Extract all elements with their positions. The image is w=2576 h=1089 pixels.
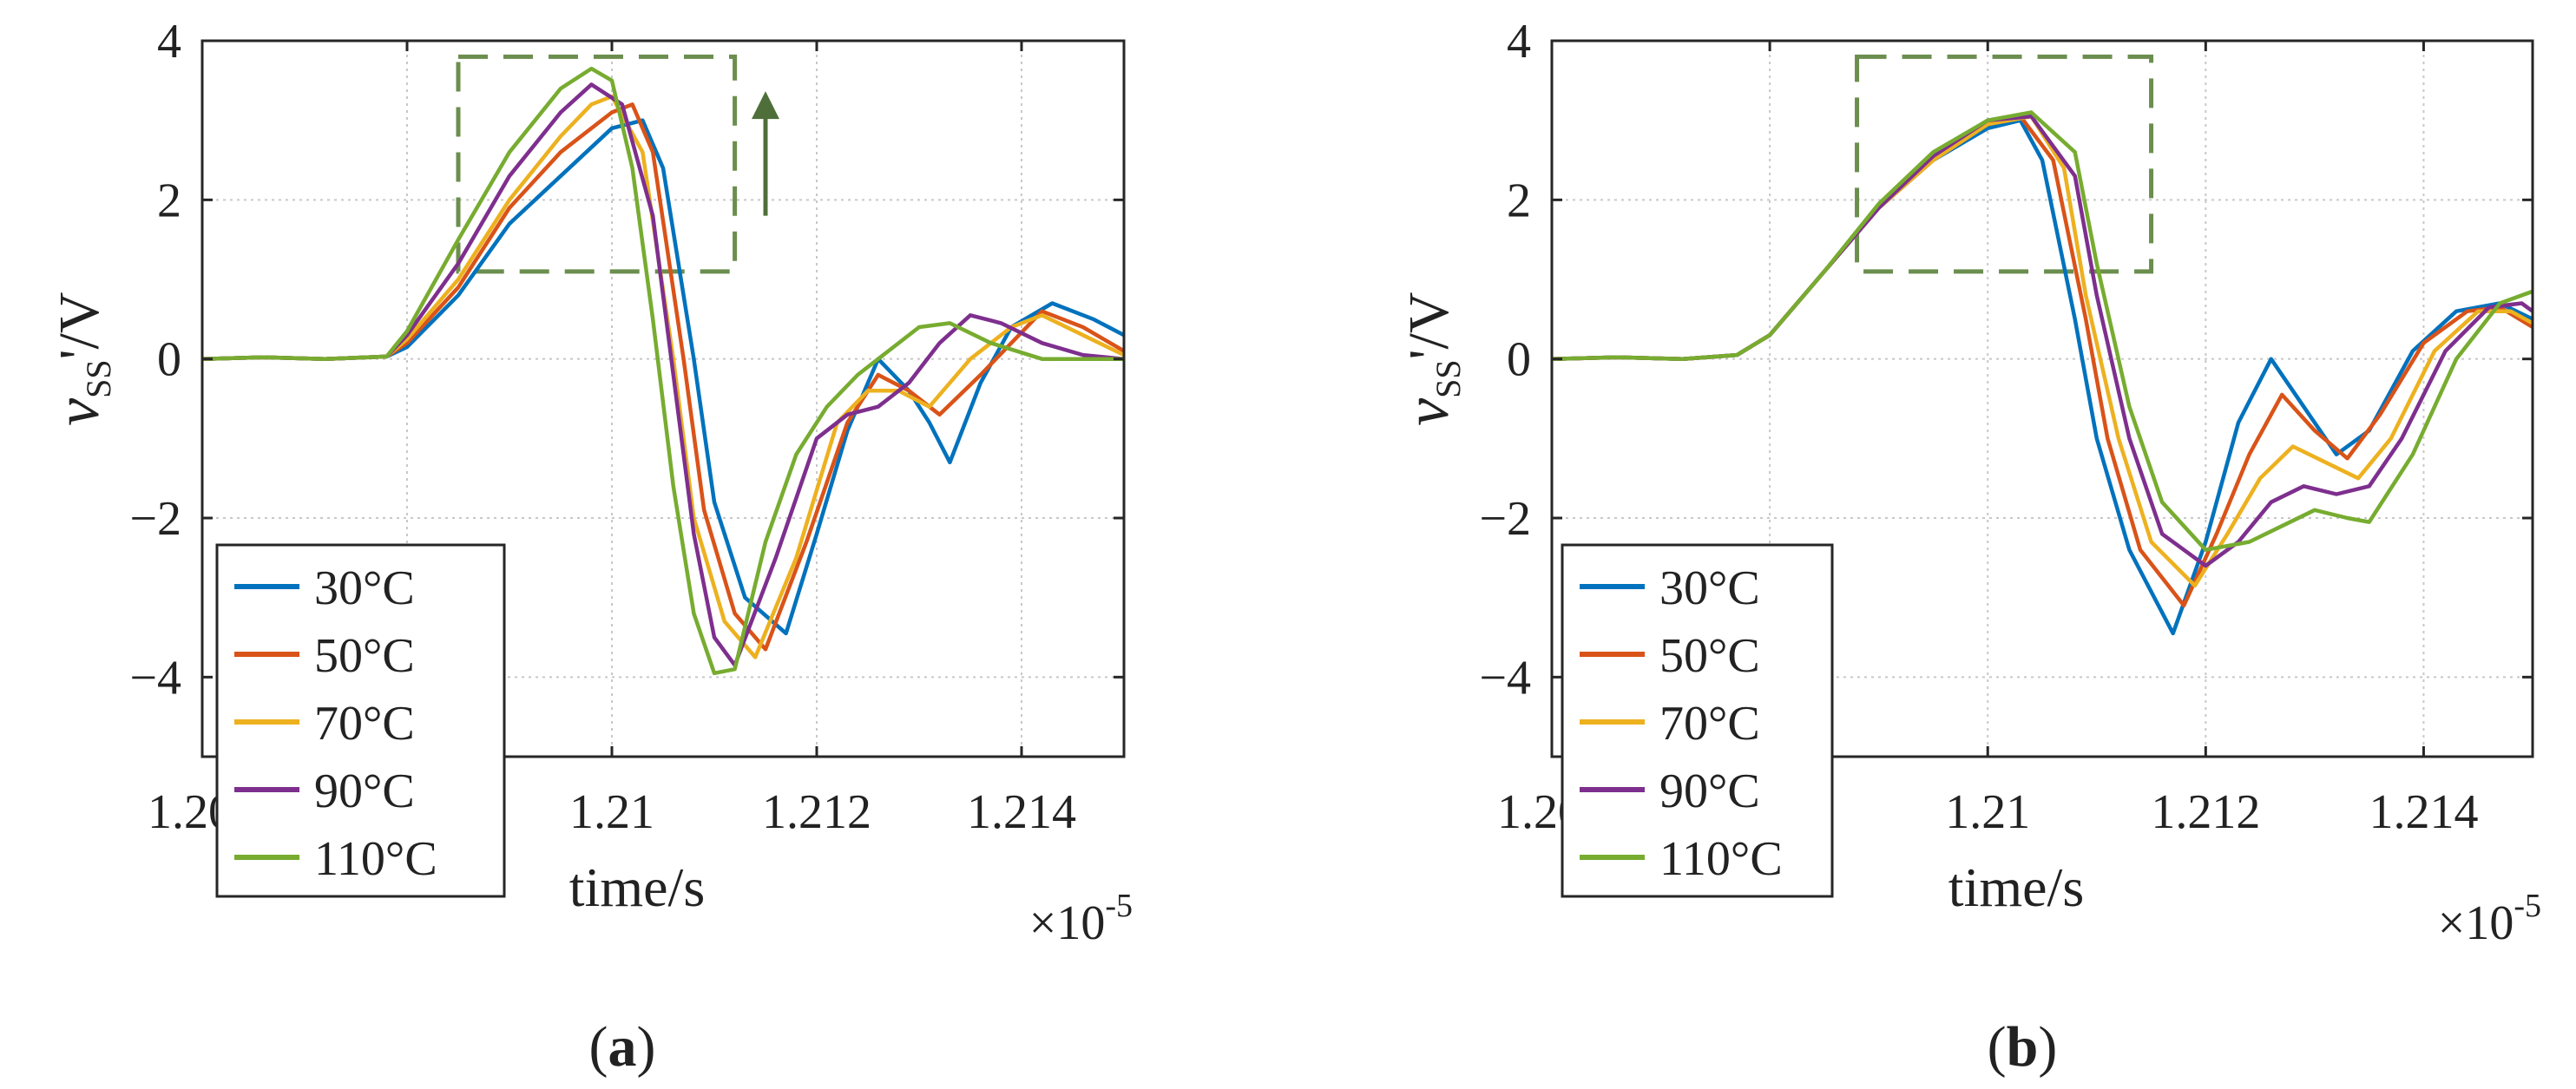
chart-panel-b: 1.2061.2081.211.2121.214420−2−4time/svSS… bbox=[1392, 15, 2541, 1079]
y-axis-label-suffix: '/V bbox=[1397, 292, 1461, 359]
legend-entry: 90°C bbox=[1659, 764, 1760, 818]
y-tick-label: 0 bbox=[157, 333, 181, 387]
legend-entry: 30°C bbox=[1659, 561, 1760, 615]
annotation-arrow-head bbox=[752, 91, 779, 120]
x-exponent: ×10-5 bbox=[1029, 888, 1133, 950]
y-axis-label: vSS'/V bbox=[1392, 292, 1468, 425]
x-exponent-power: -5 bbox=[2514, 888, 2541, 924]
annotation-dashed-box bbox=[456, 54, 738, 274]
x-tick-label: 1.21 bbox=[569, 785, 654, 839]
y-tick-label: −4 bbox=[1479, 651, 1531, 705]
y-tick-label: 2 bbox=[1507, 174, 1531, 227]
x-exponent-base: ×10 bbox=[2438, 896, 2514, 950]
x-axis-label: time/s bbox=[1948, 856, 2084, 918]
chart-panel-a: 1.2061.2081.211.2121.214420−2−4time/svSS… bbox=[43, 15, 1133, 1079]
series-line-30c bbox=[202, 118, 1124, 636]
y-tick-label: 4 bbox=[157, 15, 181, 69]
y-axis-label-main: v bbox=[1392, 398, 1462, 426]
legend-entry: 70°C bbox=[314, 697, 415, 751]
y-axis-label-sub: SS bbox=[1429, 359, 1468, 398]
y-axis-label: vSS'/V bbox=[43, 292, 118, 425]
legend-entry: 50°C bbox=[1659, 629, 1760, 683]
legend-entry: 50°C bbox=[314, 629, 415, 683]
x-tick-label: 1.214 bbox=[2369, 785, 2478, 839]
legend: 30°C 50°C 70°C 90°C 110°C bbox=[215, 543, 506, 898]
series-line-90c bbox=[202, 82, 1124, 667]
x-tick-label: 1.214 bbox=[967, 785, 1076, 839]
series-line-70c bbox=[202, 94, 1124, 659]
series-group bbox=[202, 66, 1124, 676]
series-line-110c bbox=[1552, 110, 2533, 552]
legend-entry: 90°C bbox=[314, 764, 415, 818]
y-tick-label: 2 bbox=[157, 174, 181, 227]
legend-entry: 30°C bbox=[314, 561, 415, 615]
x-tick-label: 1.21 bbox=[1945, 785, 2030, 839]
y-tick-label: 0 bbox=[1507, 333, 1531, 387]
x-tick-label: 1.212 bbox=[762, 785, 871, 839]
series-line-50c bbox=[202, 102, 1124, 652]
annotation-dashed-box bbox=[1855, 54, 2154, 274]
x-tick-label: 1.212 bbox=[2151, 785, 2260, 839]
x-exponent-base: ×10 bbox=[1029, 896, 1106, 950]
y-axis-label-sub: SS bbox=[79, 359, 118, 398]
x-exponent: ×10-5 bbox=[2438, 888, 2541, 950]
y-axis-label-main: v bbox=[43, 398, 112, 426]
y-tick-label: 4 bbox=[1507, 15, 1531, 69]
legend: 30°C 50°C 70°C 90°C 110°C bbox=[1561, 543, 1834, 898]
panel-label: (a) bbox=[589, 1015, 656, 1079]
axes-frame bbox=[200, 39, 1126, 758]
y-tick-label: −4 bbox=[129, 651, 181, 705]
series-group bbox=[1552, 110, 2533, 636]
x-axis-label: time/s bbox=[569, 856, 705, 918]
series-line-110c bbox=[202, 66, 1124, 676]
y-tick-label: −2 bbox=[1479, 492, 1531, 546]
legend-entry: 110°C bbox=[314, 832, 437, 886]
panel-label: (b) bbox=[1988, 1015, 2058, 1079]
legend-entry: 70°C bbox=[1659, 697, 1760, 751]
y-axis-label-suffix: '/V bbox=[48, 292, 111, 359]
y-tick-label: −2 bbox=[129, 492, 181, 546]
legend-entry: 110°C bbox=[1659, 832, 1783, 886]
x-exponent-power: -5 bbox=[1105, 888, 1133, 924]
axes-frame bbox=[1550, 39, 2534, 758]
